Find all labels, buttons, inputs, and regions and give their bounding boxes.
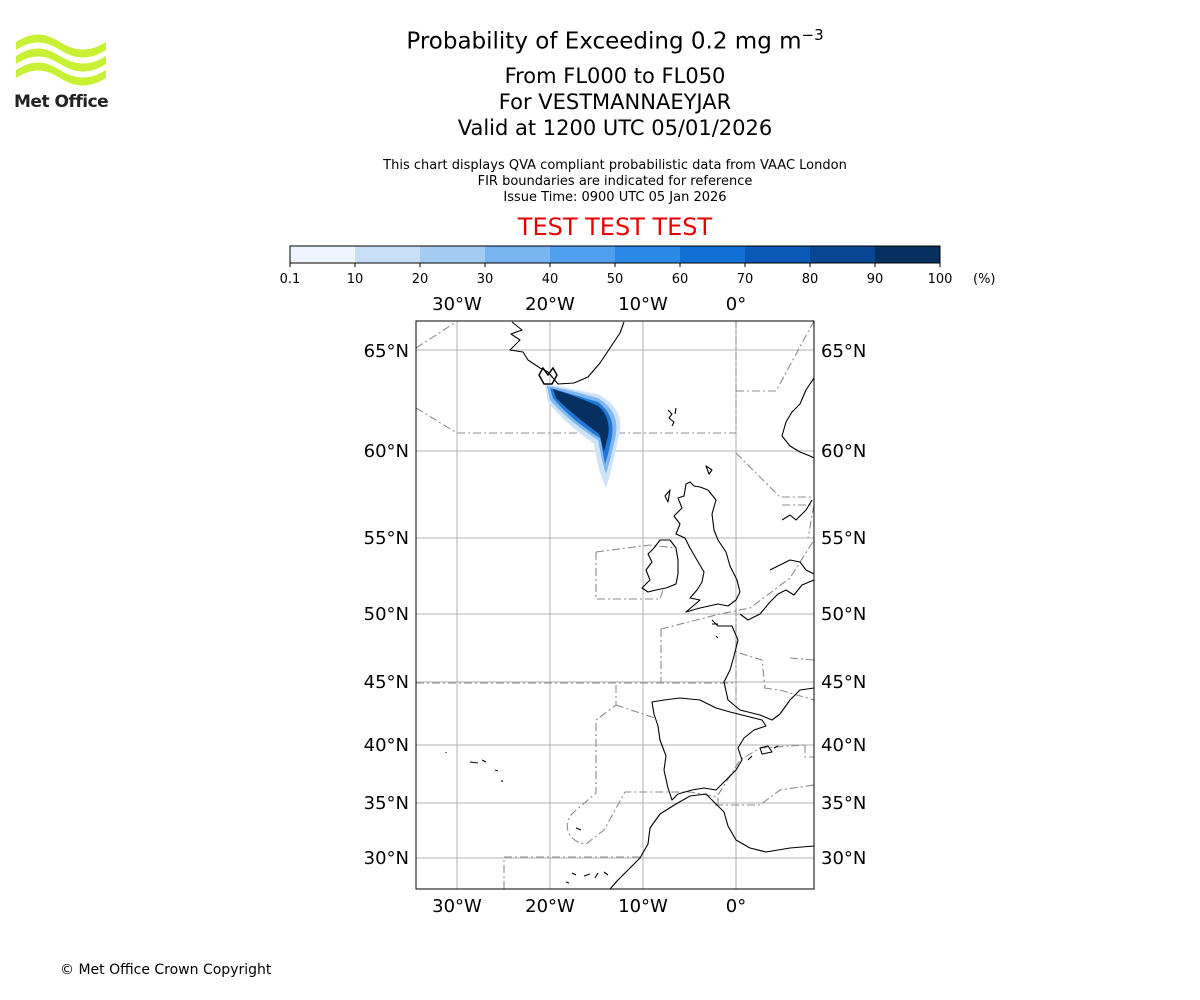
- fir-boundaries: [416, 321, 814, 889]
- colorbar-segment: [290, 246, 355, 263]
- issue-time: Issue Time: 0900 UTC 05 Jan 2026: [503, 190, 727, 205]
- longitude-labels-bottom: 30°W 20°W 10°W 0°: [432, 896, 746, 917]
- colorbar-segment: [355, 246, 420, 263]
- colorbar-unit: (%): [973, 272, 996, 287]
- lat-label: 30°N: [364, 848, 409, 869]
- colorbar-tick-label: 100: [928, 272, 953, 287]
- flight-level-range: From FL000 to FL050: [504, 64, 726, 88]
- lat-label: 60°N: [364, 441, 409, 462]
- colorbar-segment: [615, 246, 680, 263]
- subtitle-line-2: FIR boundaries are indicated for referen…: [477, 174, 753, 189]
- subtitle-line-1: This chart displays QVA compliant probab…: [383, 158, 847, 173]
- volcano-marker-icon: [538, 366, 558, 385]
- colorbar-segment: [550, 246, 615, 263]
- lat-label: 40°N: [821, 735, 866, 756]
- colorbar-segment: [485, 246, 550, 263]
- lat-label: 55°N: [364, 528, 409, 549]
- colorbar-tick-label: 0.1: [280, 272, 301, 287]
- test-banner: TEST TEST TEST: [517, 213, 713, 241]
- colorbar-tick-label: 10: [347, 272, 364, 287]
- colorbar-tick-label: 70: [737, 272, 754, 287]
- colorbar-tick-label: 90: [867, 272, 884, 287]
- graticule: [416, 321, 814, 889]
- colorbar-segment: [745, 246, 810, 263]
- lat-label: 60°N: [821, 441, 866, 462]
- lon-label: 30°W: [432, 896, 482, 917]
- title-main: Probability of Exceeding 0.2 mg m: [406, 28, 802, 55]
- lat-label: 65°N: [364, 341, 409, 362]
- chart-title: Probability of Exceeding 0.2 mg m−3: [0, 26, 1200, 55]
- lat-label: 35°N: [364, 793, 409, 814]
- colorbar-tick-label: 60: [672, 272, 689, 287]
- probability-plume: [545, 384, 621, 488]
- lat-label: 55°N: [821, 528, 866, 549]
- colorbar-tick-label: 20: [412, 272, 429, 287]
- colorbar: 0.1 10 20 30 40 50 60 70 80 90 100: [280, 245, 953, 287]
- met-office-wave-icon: [16, 34, 106, 86]
- colorbar-tick-label: 50: [607, 272, 624, 287]
- lat-label: 45°N: [364, 672, 409, 693]
- title-superscript: −3: [801, 26, 824, 44]
- lon-label: 10°W: [618, 896, 668, 917]
- colorbar-segment: [875, 246, 940, 263]
- lat-label: 65°N: [821, 341, 866, 362]
- map-frame: [415, 320, 815, 890]
- latitude-labels-right: 65°N 60°N 55°N 50°N 45°N 40°N 35°N 30°N: [821, 341, 866, 869]
- location-title: For VESTMANNAEYJAR: [498, 90, 732, 114]
- colorbar-layer: 0.1 10 20 30 40 50 60 70 80 90 100 (%): [280, 245, 996, 287]
- latitude-labels-left: 65°N 60°N 55°N 50°N 45°N 40°N 35°N 30°N: [364, 341, 409, 869]
- logo-text: Met Office: [14, 92, 109, 112]
- colorbar-tick-label: 30: [477, 272, 494, 287]
- colorbar-segment: [680, 246, 745, 263]
- colorbar-tick-label: 80: [802, 272, 819, 287]
- lon-label: 20°W: [525, 896, 575, 917]
- colorbar-tick-label: 40: [542, 272, 559, 287]
- colorbar-segment: [810, 246, 875, 263]
- lat-label: 40°N: [364, 735, 409, 756]
- colorbar-segment: [420, 246, 485, 263]
- lat-label: 30°N: [821, 848, 866, 869]
- lat-label: 50°N: [364, 604, 409, 625]
- lat-label: 45°N: [821, 672, 866, 693]
- valid-time: Valid at 1200 UTC 05/01/2026: [457, 116, 773, 140]
- copyright-notice: © Met Office Crown Copyright: [60, 962, 272, 978]
- lat-label: 50°N: [821, 604, 866, 625]
- coastlines: [445, 321, 814, 889]
- met-office-logo: Met Office: [14, 30, 110, 112]
- lat-label: 35°N: [821, 793, 866, 814]
- lon-label: 0°: [726, 896, 746, 917]
